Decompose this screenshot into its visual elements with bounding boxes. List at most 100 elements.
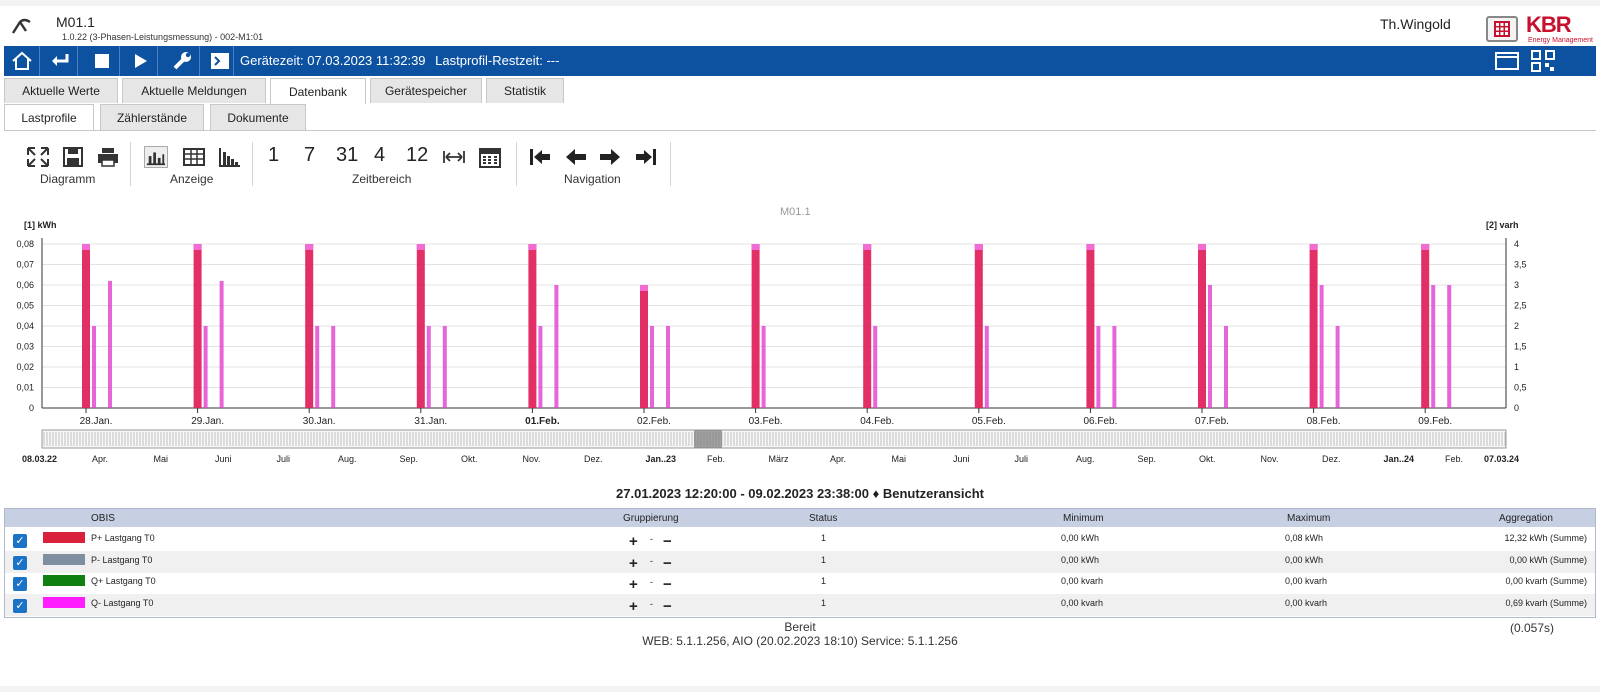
calendar-icon[interactable] <box>478 146 502 168</box>
bar-mark <box>315 326 320 408</box>
group-minus-button[interactable]: − <box>663 554 672 572</box>
subtab-zaehlerstaende[interactable]: Zählerstände <box>100 104 204 130</box>
next-arrow-icon[interactable] <box>598 146 622 168</box>
calculator-icon[interactable] <box>1486 16 1518 42</box>
previous-arrow-icon[interactable] <box>564 146 588 168</box>
tab-geraetespeicher[interactable]: Gerätespeicher <box>370 78 482 103</box>
qr-code-icon[interactable] <box>1530 49 1556 73</box>
first-page-icon[interactable] <box>528 146 552 168</box>
bar-chart-icon[interactable] <box>144 146 168 168</box>
version-text: WEB: 5.1.1.256, AIO (20.02.2023 18:10) S… <box>642 634 958 648</box>
series-color-swatch[interactable] <box>43 553 85 565</box>
stop-button[interactable] <box>84 46 120 76</box>
series-maximum: 0,00 kWh <box>1285 554 1324 565</box>
series-status: 1 <box>821 533 827 543</box>
last-page-icon[interactable] <box>634 146 658 168</box>
tab-aktuelle-meldungen[interactable]: Aktuelle Meldungen <box>122 78 266 103</box>
x-tick-label: 31.Jan. <box>414 416 447 427</box>
series-checkbox[interactable]: ✓ <box>13 577 27 591</box>
table-row[interactable]: ✓ P+ Lastgang T0 + - − 1 0,00 kWh 0,08 kWh 12,32… <box>5 529 1595 551</box>
y-tick-left: 0,02 <box>16 362 34 372</box>
series-maximum: 0,00 kvarh <box>1285 597 1328 608</box>
group-plus-button[interactable]: + <box>629 576 638 593</box>
range-4-months-button[interactable]: 4 <box>374 144 386 166</box>
group-plus-button[interactable]: + <box>629 554 638 572</box>
table-icon[interactable] <box>182 146 206 168</box>
bottom-border <box>0 686 1600 692</box>
tab-aktuelle-werte[interactable]: Aktuelle Werte <box>4 78 118 103</box>
fullscreen-icon[interactable] <box>26 146 50 168</box>
bar-mark <box>1319 285 1324 408</box>
bar-mark <box>305 244 314 408</box>
device-subtitle: 1.0.22 (3-Phasen-Leistungsmessung) - 002… <box>62 32 264 42</box>
table-row[interactable]: ✓ Q+ Lastgang T0 + - − 1 0,00 kvarh 0,00 kvarh 0… <box>5 572 1595 594</box>
series-status: 1 <box>821 597 827 608</box>
x-tick-label: 05.Feb. <box>972 416 1006 427</box>
bar-mark <box>219 280 224 408</box>
navigator-label: Juli <box>277 454 291 464</box>
x-tick-label: 09.Feb. <box>1418 416 1452 427</box>
y-tick-right: 0 <box>1514 403 1519 413</box>
y-tick-right: 1 <box>1514 362 1519 372</box>
y-axis-left-label: [1] kWh <box>24 220 57 230</box>
bar-mark <box>974 244 983 408</box>
x-tick-label: 07.Feb. <box>1195 416 1229 427</box>
series-checkbox[interactable]: ✓ <box>13 598 27 613</box>
duration-curve-icon[interactable] <box>218 146 242 168</box>
subtab-dokumente[interactable]: Dokumente <box>210 104 306 130</box>
table-row[interactable]: ✓ P- Lastgang T0 + - − 1 0,00 kWh 0,00 kWh 0,00 … <box>5 550 1595 573</box>
user-name[interactable]: Th.Wingold <box>1380 16 1451 32</box>
print-icon[interactable] <box>96 146 120 168</box>
back-button[interactable] <box>42 46 78 76</box>
navigator-label: März <box>769 454 789 464</box>
series-name: Q+ Lastgang T0 <box>91 576 156 586</box>
series-color-swatch[interactable] <box>43 596 85 608</box>
subtab-lastprofile[interactable]: Lastprofile <box>4 104 94 130</box>
group-minus-button[interactable]: − <box>663 576 672 593</box>
console-button[interactable] <box>206 46 234 76</box>
bar-mark <box>108 280 112 408</box>
navigator <box>41 429 1507 449</box>
series-checkbox[interactable]: ✓ <box>13 534 27 548</box>
save-icon[interactable] <box>62 146 86 168</box>
tab-datenbank[interactable]: Datenbank <box>270 78 366 104</box>
group-minus-button[interactable]: − <box>663 597 672 615</box>
range-width-icon[interactable] <box>442 146 466 168</box>
range-12-months-button[interactable]: 12 <box>406 144 429 166</box>
bar-cap <box>640 285 648 291</box>
series-color-swatch[interactable] <box>43 532 85 543</box>
tab-statistik[interactable]: Statistik <box>486 78 564 103</box>
navigator-label: Mai <box>892 454 907 464</box>
play-button[interactable] <box>122 46 158 76</box>
bar-cap <box>863 244 872 250</box>
x-tick-label: 06.Feb. <box>1083 416 1117 427</box>
series-name: P- Lastgang T0 <box>91 554 153 565</box>
bar-cap <box>1086 244 1095 250</box>
group-plus-button[interactable]: + <box>629 533 638 550</box>
group-minus-button[interactable]: − <box>663 533 672 550</box>
series-color-swatch[interactable] <box>43 575 85 586</box>
window-icon[interactable] <box>1494 49 1520 73</box>
group-separator: - <box>650 555 653 566</box>
navigator-label: Jan..23 <box>646 454 677 464</box>
bar-mark <box>1431 285 1436 408</box>
range-1-day-button[interactable]: 1 <box>268 144 280 166</box>
load-profile-chart[interactable]: [1] kWh [2] varh 0 0 0,01 0,5 0,02 1 0,03 1,5 0,04… <box>0 214 1600 474</box>
settings-button[interactable] <box>164 46 200 76</box>
remaining-time-value: --- <box>546 53 560 68</box>
group-plus-button[interactable]: + <box>629 597 638 615</box>
group-label-zeitbereich: Zeitbereich <box>352 172 412 186</box>
home-button[interactable] <box>4 46 40 76</box>
range-7-days-button[interactable]: 7 <box>304 144 316 166</box>
navigator-label: Feb. <box>707 454 725 464</box>
navigator-label: Dez. <box>584 454 603 464</box>
series-checkbox[interactable]: ✓ <box>13 555 27 570</box>
range-31-days-button[interactable]: 31 <box>336 144 359 166</box>
col-minimum: Minimum <box>1063 513 1104 524</box>
status-text: Bereit <box>784 620 816 634</box>
y-tick-left: 0,06 <box>16 280 34 290</box>
return-icon <box>51 54 68 66</box>
col-obis: OBIS <box>91 513 115 524</box>
table-row[interactable]: ✓ Q- Lastgang T0 + - − 1 0,00 kvarh 0,00 kvarh 0… <box>5 593 1595 616</box>
device-time-label: Gerätezeit: <box>240 53 304 68</box>
